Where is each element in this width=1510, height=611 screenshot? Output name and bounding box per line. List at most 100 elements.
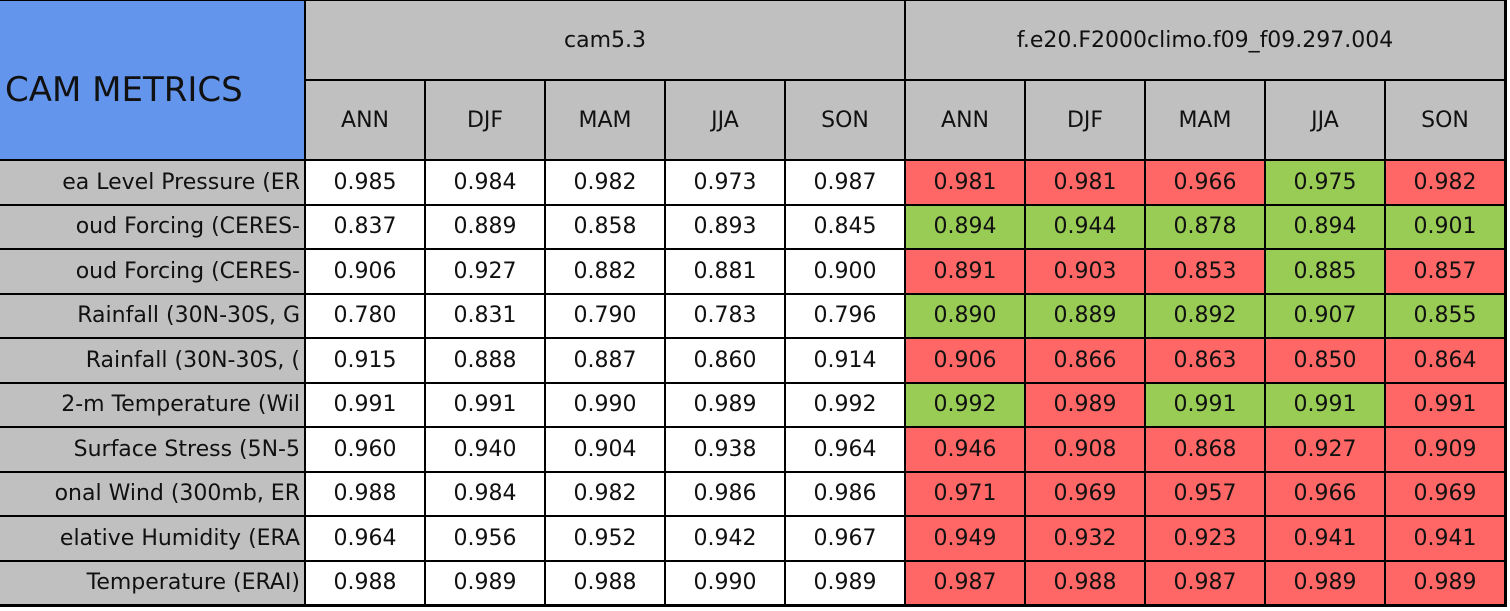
metric-cell: 0.855 [1386, 294, 1504, 337]
metric-cell: 0.866 [1026, 339, 1144, 382]
metric-cell: 0.906 [906, 339, 1024, 382]
row-label: oud Forcing (CERES- [0, 250, 304, 293]
season-header: DJF [426, 81, 544, 159]
metric-cell: 0.991 [1146, 383, 1264, 426]
metric-cell: 0.845 [786, 205, 904, 248]
metric-cell: 0.908 [1026, 428, 1144, 471]
metric-cell: 0.957 [1146, 472, 1264, 515]
metric-cell: 0.992 [786, 383, 904, 426]
metric-cell: 0.942 [666, 517, 784, 560]
metric-cell: 0.988 [306, 472, 424, 515]
metric-cell: 0.964 [306, 517, 424, 560]
metric-cell: 0.973 [666, 161, 784, 204]
metric-cell: 0.889 [1026, 294, 1144, 337]
row-label: Rainfall (30N-30S, ( [0, 339, 304, 382]
metric-cell: 0.915 [306, 339, 424, 382]
season-header: MAM [1146, 81, 1264, 159]
metric-cell: 0.783 [666, 294, 784, 337]
metric-cell: 0.941 [1266, 517, 1384, 560]
metric-cell: 0.988 [1026, 561, 1144, 604]
season-header: SON [786, 81, 904, 159]
metric-cell: 0.987 [906, 561, 1024, 604]
metric-cell: 0.982 [1386, 161, 1504, 204]
metric-cell: 0.889 [426, 205, 544, 248]
metric-cell: 0.964 [786, 428, 904, 471]
metric-cell: 0.989 [666, 383, 784, 426]
metric-cell: 0.981 [1026, 161, 1144, 204]
metric-cell: 0.890 [906, 294, 1024, 337]
row-label: 2-m Temperature (Wil [0, 383, 304, 426]
metric-cell: 0.860 [666, 339, 784, 382]
metric-cell: 0.907 [1266, 294, 1384, 337]
metric-cell: 0.938 [666, 428, 784, 471]
row-label: oud Forcing (CERES- [0, 205, 304, 248]
metric-cell: 0.868 [1146, 428, 1264, 471]
metric-cell: 0.837 [306, 205, 424, 248]
metric-cell: 0.831 [426, 294, 544, 337]
metric-cell: 0.990 [546, 383, 664, 426]
metric-cell: 0.986 [786, 472, 904, 515]
metric-cell: 0.932 [1026, 517, 1144, 560]
metric-cell: 0.990 [666, 561, 784, 604]
metric-cell: 0.901 [1386, 205, 1504, 248]
metric-cell: 0.989 [1386, 561, 1504, 604]
metric-cell: 0.878 [1146, 205, 1264, 248]
metric-cell: 0.966 [1146, 161, 1264, 204]
metric-cell: 0.991 [306, 383, 424, 426]
metric-cell: 0.969 [1386, 472, 1504, 515]
metric-cell: 0.853 [1146, 250, 1264, 293]
metric-cell: 0.989 [426, 561, 544, 604]
metric-cell: 0.988 [546, 561, 664, 604]
group-header: cam5.3 [306, 1, 904, 79]
metric-cell: 0.969 [1026, 472, 1144, 515]
metric-cell: 0.796 [786, 294, 904, 337]
metric-cell: 0.952 [546, 517, 664, 560]
metric-cell: 0.982 [546, 161, 664, 204]
metric-cell: 0.891 [906, 250, 1024, 293]
metric-cell: 0.987 [786, 161, 904, 204]
metric-cell: 0.982 [546, 472, 664, 515]
row-label: elative Humidity (ERA [0, 517, 304, 560]
row-label: Temperature (ERAI) [0, 561, 304, 604]
season-header: SON [1386, 81, 1504, 159]
metric-cell: 0.988 [306, 561, 424, 604]
metric-cell: 0.892 [1146, 294, 1264, 337]
metric-cell: 0.858 [546, 205, 664, 248]
metric-cell: 0.900 [786, 250, 904, 293]
metric-cell: 0.989 [1026, 383, 1144, 426]
season-header: MAM [546, 81, 664, 159]
metric-cell: 0.888 [426, 339, 544, 382]
season-header: JJA [666, 81, 784, 159]
season-header: DJF [1026, 81, 1144, 159]
table-title: CAM METRICS [0, 1, 304, 159]
metric-cell: 0.906 [306, 250, 424, 293]
metric-cell: 0.992 [906, 383, 1024, 426]
metric-cell: 0.903 [1026, 250, 1144, 293]
metric-cell: 0.885 [1266, 250, 1384, 293]
metric-cell: 0.956 [426, 517, 544, 560]
metric-cell: 0.780 [306, 294, 424, 337]
metric-cell: 0.864 [1386, 339, 1504, 382]
metric-cell: 0.941 [1386, 517, 1504, 560]
metric-cell: 0.975 [1266, 161, 1384, 204]
metric-cell: 0.923 [1146, 517, 1264, 560]
row-label: onal Wind (300mb, ER [0, 472, 304, 515]
metric-cell: 0.967 [786, 517, 904, 560]
metric-cell: 0.989 [786, 561, 904, 604]
metric-cell: 0.991 [1266, 383, 1384, 426]
metric-cell: 0.790 [546, 294, 664, 337]
metric-cell: 0.944 [1026, 205, 1144, 248]
metric-cell: 0.927 [1266, 428, 1384, 471]
metric-cell: 0.987 [1146, 561, 1264, 604]
metric-cell: 0.940 [426, 428, 544, 471]
metric-cell: 0.991 [426, 383, 544, 426]
metric-cell: 0.984 [426, 161, 544, 204]
metric-cell: 0.960 [306, 428, 424, 471]
metric-cell: 0.850 [1266, 339, 1384, 382]
metric-cell: 0.991 [1386, 383, 1504, 426]
metric-cell: 0.966 [1266, 472, 1384, 515]
row-label: Surface Stress (5N-5 [0, 428, 304, 471]
metric-cell: 0.893 [666, 205, 784, 248]
metric-cell: 0.914 [786, 339, 904, 382]
